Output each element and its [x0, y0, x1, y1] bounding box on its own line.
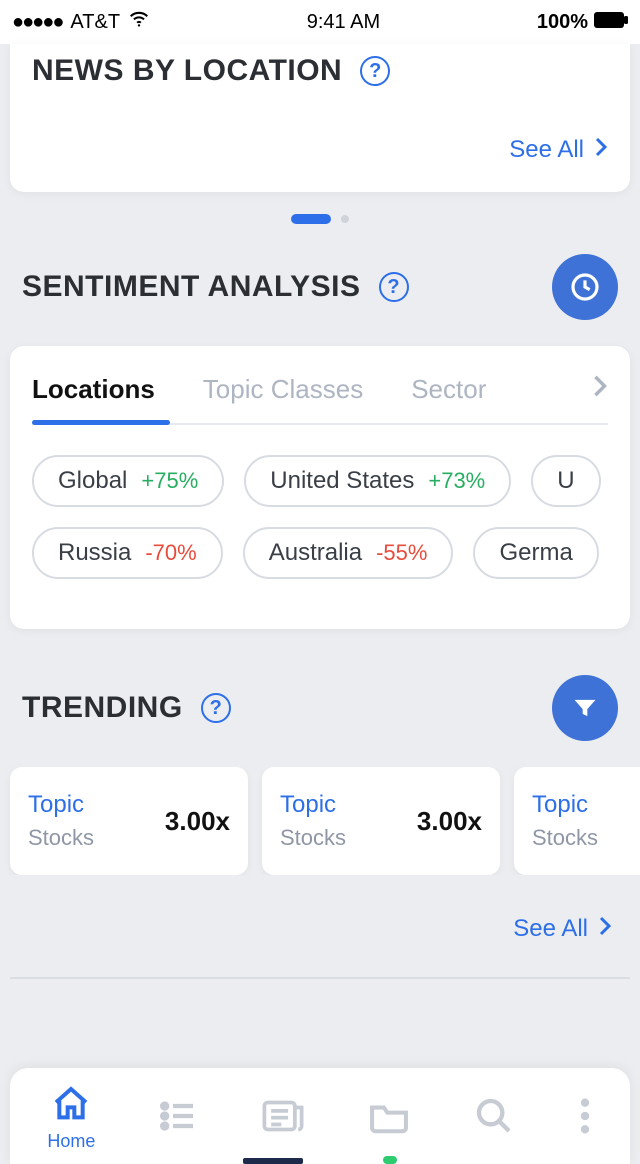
- clock-button[interactable]: [552, 254, 618, 320]
- page-indicator-dot: [341, 215, 349, 223]
- chip-container: Global +75% United States +73% U Russia …: [32, 455, 608, 599]
- status-bar: ●●●●● AT&T 9:41 AM 100%: [0, 0, 640, 44]
- trending-subtitle: Stocks: [28, 825, 94, 851]
- battery-percent: 100%: [537, 11, 588, 34]
- nav-news[interactable]: [261, 1096, 305, 1141]
- chip-germany-cutoff[interactable]: Germa: [473, 527, 598, 579]
- chip-label: Australia: [269, 539, 362, 567]
- signal-dots-icon: ●●●●●: [12, 11, 62, 34]
- bottom-nav: Home: [10, 1068, 630, 1164]
- trending-multiplier: 3.00x: [165, 806, 230, 837]
- carrier-label: AT&T: [70, 11, 120, 34]
- indicator-bar: [383, 1156, 397, 1164]
- chip-australia[interactable]: Australia -55%: [243, 527, 454, 579]
- help-icon[interactable]: ?: [201, 693, 231, 723]
- help-icon[interactable]: ?: [379, 272, 409, 302]
- chip-cutoff[interactable]: U: [531, 455, 600, 507]
- tab-locations[interactable]: Locations: [32, 374, 155, 405]
- news-header: NEWS BY LOCATION ?: [32, 54, 608, 88]
- newspaper-icon: [261, 1096, 305, 1141]
- nav-home[interactable]: Home: [47, 1084, 95, 1152]
- nav-folder[interactable]: [367, 1096, 411, 1141]
- trending-topic: Topic: [280, 791, 346, 819]
- help-icon[interactable]: ?: [360, 56, 390, 86]
- chip-pct: +73%: [428, 468, 485, 494]
- chip-russia[interactable]: Russia -70%: [32, 527, 223, 579]
- trending-topic: Topic: [532, 791, 598, 819]
- chip-label: Russia: [58, 539, 131, 567]
- folder-icon: [367, 1096, 411, 1141]
- chip-label: United States: [270, 467, 414, 495]
- tab-sector[interactable]: Sector: [411, 374, 486, 405]
- sentiment-header: SENTIMENT ANALYSIS ?: [0, 254, 640, 320]
- chevron-right-icon[interactable]: [592, 374, 608, 405]
- pagination-dots: [0, 214, 640, 224]
- home-indicator-bars: [243, 1158, 397, 1164]
- status-right: 100%: [537, 11, 628, 34]
- status-time: 9:41 AM: [307, 11, 380, 34]
- news-title: NEWS BY LOCATION: [32, 54, 342, 88]
- chip-pct: -70%: [145, 540, 196, 566]
- trending-header: TRENDING ?: [0, 675, 640, 741]
- sentiment-header-left: SENTIMENT ANALYSIS ?: [22, 270, 409, 304]
- chip-label: U: [557, 467, 574, 495]
- sentiment-tabs: Locations Topic Classes Sector: [32, 374, 608, 425]
- tab-topic-classes[interactable]: Topic Classes: [203, 374, 363, 405]
- news-see-all[interactable]: See All: [32, 136, 608, 164]
- filter-button[interactable]: [552, 675, 618, 741]
- trending-cards-row: Topic Stocks 3.00x Topic Stocks 3.00x To…: [0, 767, 640, 875]
- trending-multiplier: 3.00x: [417, 806, 482, 837]
- nav-home-label: Home: [47, 1131, 95, 1152]
- chip-row-negative: Russia -70% Australia -55% Germa: [32, 527, 608, 579]
- chip-pct: +75%: [141, 468, 198, 494]
- see-all-label: See All: [509, 136, 584, 164]
- trending-title: TRENDING: [22, 691, 183, 725]
- trending-header-left: TRENDING ?: [22, 691, 231, 725]
- nav-search[interactable]: [474, 1096, 514, 1141]
- tab-underline: [32, 420, 170, 425]
- sentiment-card: Locations Topic Classes Sector Global +7…: [10, 346, 630, 629]
- chip-label: Global: [58, 467, 127, 495]
- home-icon: [51, 1084, 91, 1129]
- see-all-label: See All: [513, 915, 588, 943]
- wifi-icon: [128, 8, 150, 36]
- battery-icon: [594, 11, 628, 34]
- trending-subtitle: Stocks: [280, 825, 346, 851]
- trending-see-all[interactable]: See All: [0, 875, 640, 943]
- trending-topic: Topic: [28, 791, 94, 819]
- more-vertical-icon: [577, 1096, 593, 1141]
- sentiment-title: SENTIMENT ANALYSIS: [22, 270, 361, 304]
- trending-subtitle: Stocks: [532, 825, 598, 851]
- list-icon: [158, 1096, 198, 1141]
- page-indicator-active: [291, 214, 331, 224]
- status-left: ●●●●● AT&T: [12, 8, 150, 36]
- nav-list[interactable]: [158, 1096, 198, 1141]
- trending-card[interactable]: Topic Stocks: [514, 767, 640, 875]
- news-by-location-card: NEWS BY LOCATION ? See All: [10, 44, 630, 192]
- chip-pct: -55%: [376, 540, 427, 566]
- trending-card[interactable]: Topic Stocks 3.00x: [10, 767, 248, 875]
- trending-card[interactable]: Topic Stocks 3.00x: [262, 767, 500, 875]
- chip-label: Germa: [499, 539, 572, 567]
- chip-united-states[interactable]: United States +73%: [244, 455, 511, 507]
- chip-global[interactable]: Global +75%: [32, 455, 224, 507]
- divider: [10, 977, 630, 979]
- chevron-right-icon: [594, 137, 608, 163]
- search-icon: [474, 1096, 514, 1141]
- chevron-right-icon: [598, 915, 612, 943]
- indicator-bar: [243, 1158, 303, 1164]
- chip-row-positive: Global +75% United States +73% U: [32, 455, 608, 507]
- nav-more[interactable]: [577, 1096, 593, 1141]
